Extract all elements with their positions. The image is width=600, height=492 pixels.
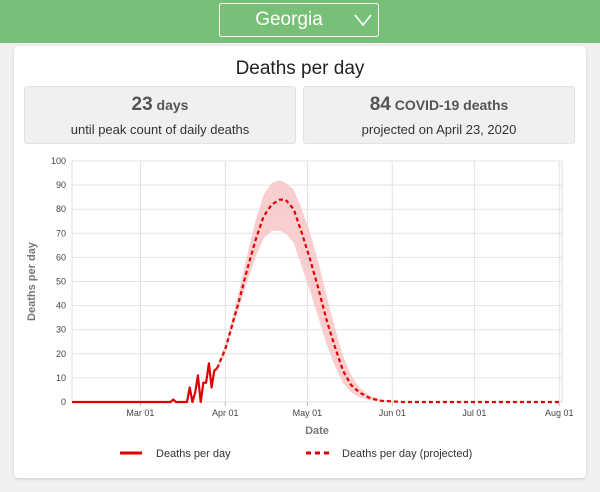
chevron-down-icon <box>354 14 372 27</box>
chart-card: Deaths per day 23 days until peak count … <box>14 46 586 478</box>
x-tick-label: Jul 01 <box>462 408 486 418</box>
legend-label-projected: Deaths per day (projected) <box>342 448 472 460</box>
y-tick-label: 20 <box>56 349 66 359</box>
stat-peak-deaths: 84 COVID-19 deaths projected on April 23… <box>303 86 575 144</box>
stat-deaths-number: 84 <box>369 94 391 115</box>
state-dropdown-value: Georgia <box>255 9 323 30</box>
y-tick-label: 40 <box>56 301 66 311</box>
y-tick-label: 90 <box>56 180 66 190</box>
state-dropdown[interactable]: Georgia <box>219 3 379 37</box>
y-axis-title: Deaths per day <box>26 241 38 321</box>
series-actual-line <box>72 362 218 404</box>
x-tick-label: Apr 01 <box>212 408 239 418</box>
projection-band <box>217 180 404 402</box>
stat-days-description: until peak count of daily deaths <box>70 122 250 137</box>
x-tick-label: Aug 01 <box>545 408 574 418</box>
y-tick-label: 0 <box>61 397 66 407</box>
x-tick-label: Jun 01 <box>379 408 406 418</box>
stat-deaths-unit: COVID-19 deaths <box>394 97 509 113</box>
y-tick-label: 70 <box>56 228 66 238</box>
y-tick-label: 100 <box>51 156 66 166</box>
top-bar: Georgia <box>0 0 600 43</box>
x-tick-label: May 01 <box>293 408 323 418</box>
legend-label-actual: Deaths per day <box>156 448 231 460</box>
x-tick-label: Mar 01 <box>126 408 154 418</box>
y-tick-label: 10 <box>56 373 66 383</box>
stat-deaths-description: projected on April 23, 2020 <box>361 122 517 137</box>
y-tick-label: 60 <box>56 252 66 262</box>
stat-days-to-peak: 23 days until peak count of daily deaths <box>24 86 296 144</box>
deaths-chart: 0 10 20 30 40 50 60 70 80 90 100 Mar 01 Apr 01 May 01… <box>26 156 574 460</box>
y-tick-label: 80 <box>56 204 66 214</box>
stat-days-unit: days <box>156 97 189 113</box>
card-title: Deaths per day <box>235 58 365 79</box>
stat-days-number: 23 <box>131 94 153 115</box>
y-tick-label: 50 <box>56 277 66 287</box>
series-projected-line <box>216 198 562 404</box>
y-tick-label: 30 <box>56 325 66 335</box>
x-axis-title: Date <box>305 425 329 437</box>
